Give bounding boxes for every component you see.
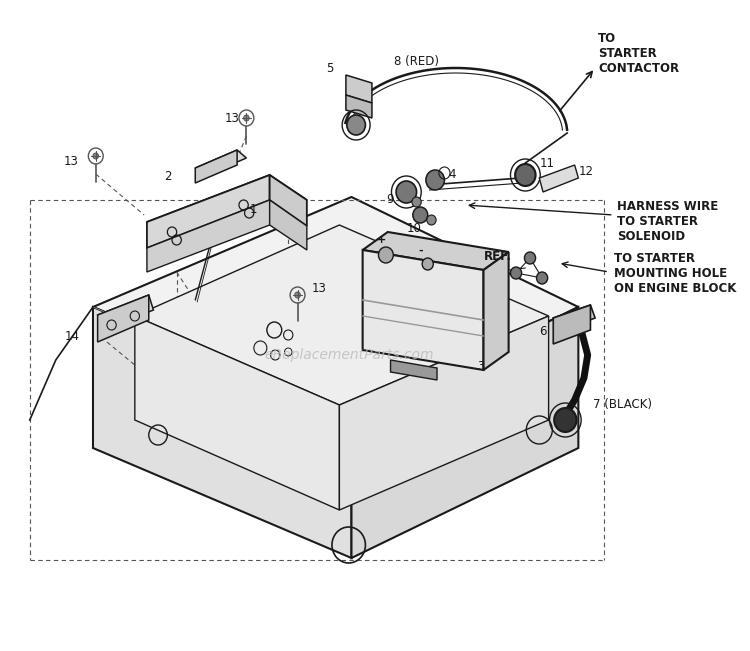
- Polygon shape: [135, 316, 340, 510]
- Circle shape: [426, 170, 445, 190]
- Polygon shape: [346, 95, 372, 118]
- Circle shape: [515, 164, 535, 186]
- Text: 10: 10: [406, 222, 422, 235]
- Polygon shape: [270, 175, 307, 226]
- Polygon shape: [346, 75, 372, 103]
- Polygon shape: [195, 150, 237, 183]
- Text: -: -: [419, 246, 423, 256]
- Circle shape: [554, 408, 577, 432]
- Polygon shape: [363, 232, 509, 270]
- Text: 13: 13: [63, 155, 78, 168]
- Polygon shape: [270, 200, 307, 250]
- Polygon shape: [98, 295, 154, 330]
- Text: HARNESS WIRE
TO STARTER
SOLENOID: HARNESS WIRE TO STARTER SOLENOID: [617, 200, 718, 243]
- Text: 9: 9: [386, 193, 394, 206]
- Polygon shape: [352, 307, 578, 558]
- Circle shape: [295, 292, 300, 298]
- Text: 7 (BLACK): 7 (BLACK): [593, 398, 652, 411]
- Text: 13: 13: [311, 282, 326, 295]
- Polygon shape: [539, 165, 578, 192]
- Polygon shape: [195, 150, 247, 176]
- Polygon shape: [363, 250, 484, 370]
- Text: 4: 4: [448, 168, 456, 181]
- Polygon shape: [98, 295, 148, 342]
- Text: 13: 13: [225, 112, 240, 125]
- Polygon shape: [135, 225, 548, 405]
- Text: 3: 3: [477, 360, 484, 373]
- Circle shape: [413, 207, 428, 223]
- Text: 14: 14: [65, 330, 80, 343]
- Polygon shape: [147, 175, 307, 248]
- Polygon shape: [340, 316, 548, 510]
- Text: 12: 12: [578, 165, 593, 178]
- Text: 5: 5: [326, 62, 334, 75]
- Polygon shape: [147, 200, 270, 272]
- Circle shape: [536, 272, 548, 284]
- Polygon shape: [93, 197, 578, 418]
- Circle shape: [524, 252, 536, 264]
- Circle shape: [379, 247, 393, 263]
- Polygon shape: [554, 305, 595, 332]
- Text: TO STARTER
MOUNTING HOLE
ON ENGINE BLOCK: TO STARTER MOUNTING HOLE ON ENGINE BLOCK: [614, 252, 736, 295]
- Circle shape: [396, 181, 416, 203]
- Circle shape: [427, 215, 436, 225]
- Text: 2: 2: [164, 170, 171, 183]
- Polygon shape: [147, 175, 270, 248]
- Circle shape: [422, 258, 433, 270]
- Polygon shape: [391, 360, 437, 380]
- Text: REF.: REF.: [484, 250, 512, 263]
- Text: TO
STARTER
CONTACTOR: TO STARTER CONTACTOR: [598, 32, 679, 75]
- Polygon shape: [484, 252, 508, 370]
- Circle shape: [511, 267, 522, 279]
- Circle shape: [412, 197, 422, 207]
- Circle shape: [244, 115, 249, 121]
- Text: eReplacementParts.com: eReplacementParts.com: [264, 348, 434, 362]
- Text: 6: 6: [539, 325, 547, 338]
- Circle shape: [93, 153, 98, 159]
- Text: 11: 11: [539, 157, 554, 170]
- Circle shape: [346, 115, 365, 135]
- Text: 1: 1: [249, 203, 256, 216]
- Text: +: +: [376, 235, 386, 245]
- Polygon shape: [554, 305, 590, 344]
- Polygon shape: [93, 307, 352, 558]
- Text: 8 (RED): 8 (RED): [394, 55, 439, 68]
